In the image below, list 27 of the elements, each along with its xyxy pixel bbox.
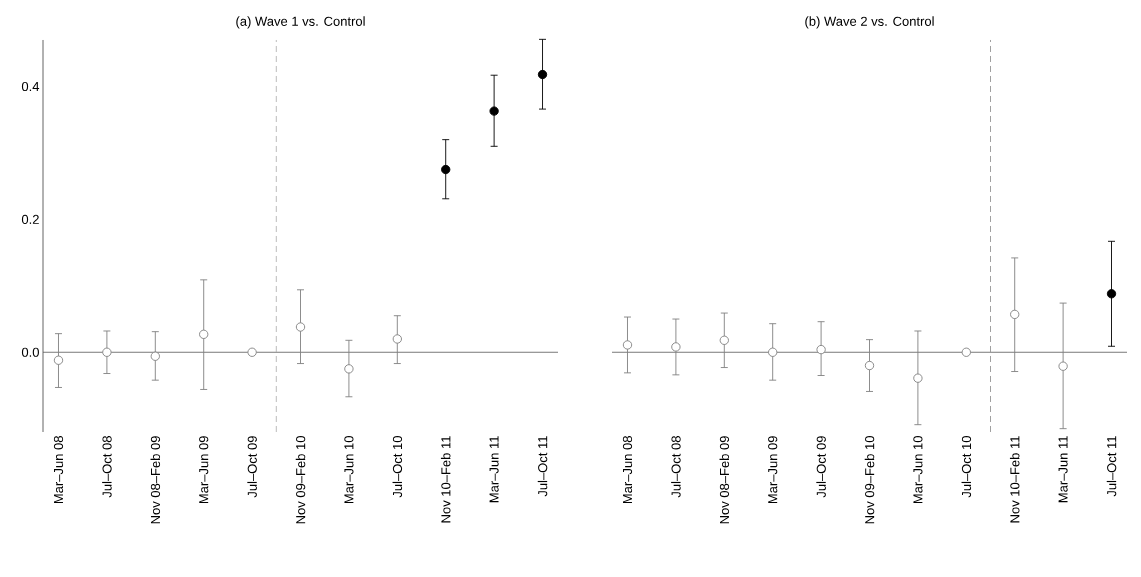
x-tick-label: Jul–Oct 11 — [537, 436, 548, 497]
x-tick-label: Jul–Oct 11 — [1106, 436, 1117, 497]
y-tick-label: 0.2 — [21, 214, 39, 224]
x-tick-label: Nov 08–Feb 09 — [719, 436, 730, 524]
y-tick-label: 0.4 — [21, 81, 40, 92]
x-tick-label: Mar–Jun 08 — [622, 436, 633, 504]
x-tick-label: Nov 08–Feb 09 — [150, 436, 161, 524]
x-tick-label: Jul–Oct 09 — [247, 436, 257, 498]
x-tick-label: Nov 09–Feb 10 — [864, 436, 875, 524]
x-tick-label: Jul–Oct 10 — [392, 436, 403, 498]
x-tick-label: Nov 10–Feb 11 — [440, 436, 451, 523]
x-tick-label: Jul–Oct 10 — [961, 436, 972, 498]
x-tick-label: Mar–Jun 11 — [1058, 436, 1068, 503]
x-tick-label: Mar–Jun 08 — [53, 436, 64, 504]
x-tick-label: Jul–Oct 09 — [816, 436, 826, 498]
x-tick-label: Jul–Oct 08 — [671, 436, 681, 498]
x-tick-label: Mar–Jun 10 — [344, 436, 354, 504]
x-tick-label: Jul–Oct 08 — [102, 436, 112, 498]
x-tick-label: Mar–Jun 10 — [913, 436, 923, 504]
chart-title: (b) Wave 2 vs. Control — [805, 16, 934, 29]
x-tick-label: Nov 09–Feb 10 — [295, 436, 306, 524]
y-tick-label: 0.0 — [21, 347, 39, 357]
x-tick-label: Mar–Jun 09 — [768, 436, 778, 504]
chart-title: (a) Wave 1 vs. Control — [236, 16, 365, 29]
x-tick-label: Mar–Jun 09 — [199, 436, 209, 504]
x-tick-label: Nov 10–Feb 11 — [1009, 436, 1020, 523]
x-tick-label: Mar–Jun 11 — [489, 436, 499, 503]
